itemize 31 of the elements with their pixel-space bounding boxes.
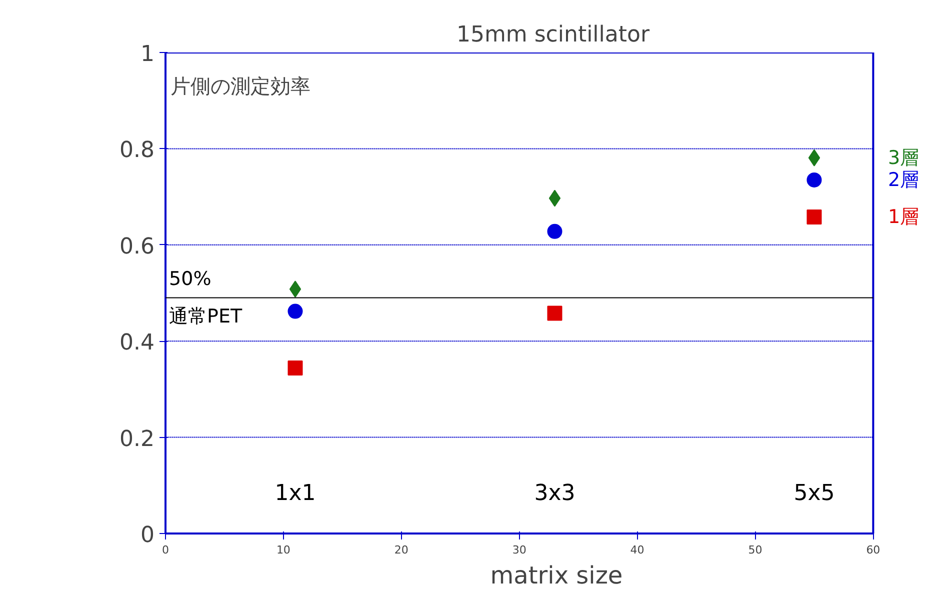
point <box>288 304 303 319</box>
y-tick-label: 0.4 <box>120 330 155 356</box>
point <box>547 224 562 239</box>
point <box>288 360 303 376</box>
ref-line-label: 50% 通常PET <box>169 268 242 328</box>
text: 1層 <box>888 206 920 228</box>
annotation: 1x1 <box>274 481 316 506</box>
y-tick-label: 0.2 <box>120 426 155 452</box>
text: 2層 <box>888 168 920 191</box>
x-tick-label: 40 <box>630 544 644 556</box>
point <box>806 172 822 188</box>
text: 3層 <box>888 146 920 169</box>
point <box>289 280 302 298</box>
x-tick-label: 10 <box>276 544 290 556</box>
x-tick-label: 60 <box>866 544 880 556</box>
x-tick-label: 30 <box>512 544 526 556</box>
chart-title: 15mm scintillator <box>456 22 650 48</box>
point <box>808 149 820 166</box>
x-tick-label: 20 <box>394 544 408 556</box>
x-tick-label: 0 <box>162 544 169 556</box>
y-axis-title: 片側の測定効率 <box>170 74 310 98</box>
y-tick-label: 0.8 <box>120 138 155 164</box>
point <box>806 210 822 224</box>
point <box>547 306 562 321</box>
y-tick-label: 0.6 <box>120 234 155 260</box>
annotation: 3x3 <box>534 481 576 506</box>
point <box>548 190 561 207</box>
x-axis-title: matrix size <box>490 562 623 590</box>
x-tick-label: 50 <box>748 544 762 556</box>
annotation: 5x5 <box>794 481 835 506</box>
y-tick-label: 1 <box>140 42 155 67</box>
